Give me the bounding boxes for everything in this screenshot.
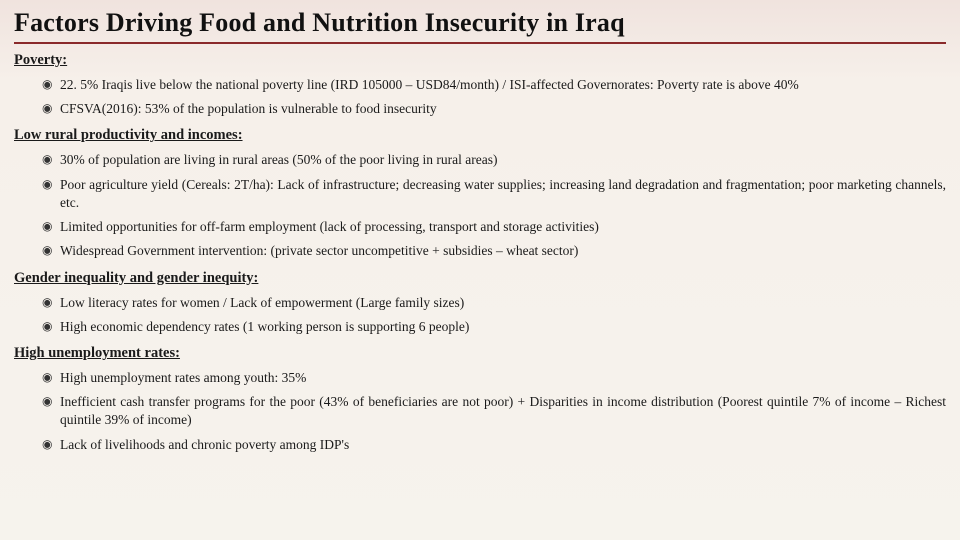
list-item: 22. 5% Iraqis live below the national po… (42, 73, 946, 97)
slide-title: Factors Driving Food and Nutrition Insec… (14, 8, 946, 44)
bullet-list: 30% of population are living in rural ar… (42, 148, 946, 263)
list-item: 30% of population are living in rural ar… (42, 148, 946, 172)
section-heading: Poverty: (14, 52, 946, 69)
list-item: High unemployment rates among youth: 35% (42, 366, 946, 390)
section-rural: Low rural productivity and incomes: 30% … (14, 127, 946, 263)
section-gender: Gender inequality and gender inequity: L… (14, 270, 946, 339)
section-poverty: Poverty: 22. 5% Iraqis live below the na… (14, 52, 946, 121)
section-heading: Gender inequality and gender inequity: (14, 270, 946, 287)
list-item: Widespread Government intervention: (pri… (42, 239, 946, 263)
section-unemployment: High unemployment rates: High unemployme… (14, 345, 946, 457)
list-item: High economic dependency rates (1 workin… (42, 315, 946, 339)
list-item: Inefficient cash transfer programs for t… (42, 390, 946, 432)
slide: Factors Driving Food and Nutrition Insec… (0, 0, 960, 469)
bullet-list: Low literacy rates for women / Lack of e… (42, 291, 946, 339)
list-item: Limited opportunities for off-farm emplo… (42, 215, 946, 239)
bullet-list: 22. 5% Iraqis live below the national po… (42, 73, 946, 121)
list-item: CFSVA(2016): 53% of the population is vu… (42, 97, 946, 121)
list-item: Low literacy rates for women / Lack of e… (42, 291, 946, 315)
list-item: Lack of livelihoods and chronic poverty … (42, 433, 946, 457)
bullet-list: High unemployment rates among youth: 35%… (42, 366, 946, 457)
list-item: Poor agriculture yield (Cereals: 2T/ha):… (42, 173, 946, 215)
section-heading: High unemployment rates: (14, 345, 946, 362)
section-heading: Low rural productivity and incomes: (14, 127, 946, 144)
